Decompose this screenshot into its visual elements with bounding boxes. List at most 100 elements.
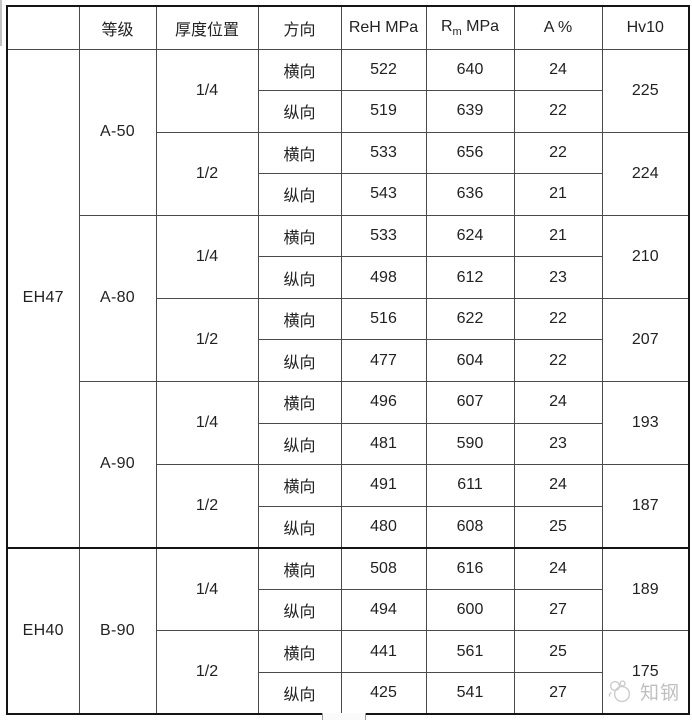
hv10-value-cell: 207 bbox=[601, 297, 690, 383]
hv10-value-cell: 225 bbox=[601, 48, 690, 133]
elongation-value-cell: 21 bbox=[513, 173, 603, 216]
elongation-value-cell: 24 bbox=[513, 381, 603, 424]
reh-value-cell: 519 bbox=[340, 90, 427, 133]
rm-value-cell: 541 bbox=[425, 671, 515, 715]
header-row: 等级 厚度位置 方向 ReH MPa Rm MPa A % Hv10 bbox=[6, 5, 690, 50]
direction-cell: 纵向 bbox=[257, 339, 342, 382]
table-row: 纵向 477 604 22 bbox=[7, 339, 689, 382]
grade-cell: A-80 bbox=[78, 214, 157, 383]
reh-value-cell: 491 bbox=[340, 464, 427, 507]
rm-value-cell: 640 bbox=[425, 48, 515, 92]
reh-value-cell: 480 bbox=[340, 505, 427, 549]
direction-cell: 横向 bbox=[257, 48, 342, 92]
direction-cell: 纵向 bbox=[257, 173, 342, 216]
table-row: 纵向 498 612 23 bbox=[7, 256, 689, 299]
rm-value-cell: 656 bbox=[425, 131, 515, 175]
elongation-value-cell: 22 bbox=[513, 297, 603, 341]
header-rm-base: R bbox=[440, 17, 453, 35]
header-rm: Rm MPa bbox=[425, 5, 515, 50]
header-elongation: A % bbox=[513, 5, 603, 50]
table-row: A-90 1/4 横向 496 607 24 193 bbox=[7, 380, 690, 549]
thickness-position-cell: 1/4 bbox=[155, 546, 259, 632]
rm-value-cell: 607 bbox=[425, 381, 515, 424]
direction-cell: 横向 bbox=[257, 214, 342, 258]
direction-cell: 横向 bbox=[257, 464, 342, 507]
table-row: 纵向 519 639 22 bbox=[7, 90, 689, 133]
grade-cell: A-50 bbox=[78, 48, 157, 216]
table-row: EH40 B-90 1/4 横向 508 616 24 189 bbox=[6, 546, 690, 715]
hv10-value-cell: 224 bbox=[601, 131, 690, 216]
thickness-position-cell: 1/2 bbox=[155, 131, 259, 216]
rm-value-cell: 622 bbox=[425, 297, 515, 341]
header-rm-subscript: m bbox=[452, 25, 462, 38]
direction-cell: 横向 bbox=[257, 131, 342, 175]
direction-cell: 纵向 bbox=[257, 671, 342, 715]
direction-cell: 横向 bbox=[257, 630, 342, 673]
header-direction: 方向 bbox=[257, 5, 342, 50]
header-thickness-position: 厚度位置 bbox=[155, 5, 259, 50]
thickness-position-cell: 1/4 bbox=[155, 48, 259, 133]
reh-value-cell: 522 bbox=[340, 48, 427, 92]
direction-cell: 横向 bbox=[257, 297, 342, 341]
rm-value-cell: 616 bbox=[425, 546, 515, 590]
rm-value-cell: 639 bbox=[425, 90, 515, 133]
reh-value-cell: 477 bbox=[340, 339, 427, 382]
cropped-element-artifact bbox=[322, 713, 366, 720]
direction-cell: 纵向 bbox=[257, 90, 342, 133]
direction-cell: 纵向 bbox=[257, 422, 342, 466]
table-row: 纵向 494 600 27 bbox=[7, 588, 689, 632]
rm-value-cell: 636 bbox=[425, 173, 515, 216]
header-rm-unit: MPa bbox=[461, 17, 500, 35]
elongation-value-cell: 24 bbox=[513, 48, 603, 92]
reh-value-cell: 533 bbox=[340, 214, 427, 258]
grade-cell: A-90 bbox=[78, 380, 157, 549]
hv10-value-cell: 193 bbox=[601, 380, 690, 466]
rm-value-cell: 624 bbox=[425, 214, 515, 258]
elongation-value-cell: 23 bbox=[513, 422, 603, 466]
thickness-position-cell: 1/4 bbox=[155, 214, 259, 299]
screenshot-edge-artifact bbox=[0, 0, 2, 46]
header-grade: 等级 bbox=[78, 5, 157, 50]
reh-value-cell: 543 bbox=[340, 173, 427, 216]
reh-value-cell: 425 bbox=[340, 671, 427, 715]
hv10-value-cell: 175 bbox=[601, 630, 690, 715]
rm-value-cell: 611 bbox=[425, 464, 515, 507]
reh-value-cell: 498 bbox=[340, 256, 427, 299]
direction-cell: 纵向 bbox=[257, 505, 342, 549]
reh-value-cell: 496 bbox=[340, 381, 427, 424]
direction-cell: 横向 bbox=[257, 546, 342, 590]
elongation-value-cell: 27 bbox=[513, 671, 603, 715]
thickness-position-cell: 1/4 bbox=[155, 380, 259, 466]
rm-value-cell: 561 bbox=[425, 630, 515, 673]
direction-cell: 纵向 bbox=[257, 256, 342, 299]
group-cell: EH40 bbox=[6, 546, 80, 715]
rm-value-cell: 600 bbox=[425, 588, 515, 632]
elongation-value-cell: 22 bbox=[513, 131, 603, 175]
reh-value-cell: 481 bbox=[340, 422, 427, 466]
elongation-value-cell: 27 bbox=[513, 588, 603, 632]
hv10-value-cell: 187 bbox=[601, 464, 690, 549]
hv10-value-cell: 189 bbox=[601, 546, 690, 632]
direction-cell: 纵向 bbox=[257, 588, 342, 632]
table-row: 1/2 横向 516 622 22 207 bbox=[7, 297, 690, 383]
grade-cell: B-90 bbox=[78, 546, 157, 715]
elongation-value-cell: 24 bbox=[513, 464, 603, 507]
direction-cell: 横向 bbox=[257, 381, 342, 424]
group-cell: EH47 bbox=[6, 48, 80, 549]
table-row: EH47 A-50 1/4 横向 522 640 24 225 bbox=[6, 48, 690, 549]
elongation-value-cell: 21 bbox=[513, 214, 603, 258]
elongation-value-cell: 24 bbox=[513, 546, 603, 590]
table-row: 1/2 横向 491 611 24 187 bbox=[7, 464, 690, 549]
reh-value-cell: 533 bbox=[340, 131, 427, 175]
rm-value-cell: 608 bbox=[425, 505, 515, 549]
thickness-position-cell: 1/2 bbox=[155, 297, 259, 383]
header-group bbox=[6, 5, 80, 50]
thickness-position-cell: 1/2 bbox=[155, 464, 259, 549]
rm-value-cell: 612 bbox=[425, 256, 515, 299]
table-row: A-80 1/4 横向 533 624 21 210 bbox=[7, 214, 690, 383]
elongation-value-cell: 25 bbox=[513, 505, 603, 549]
elongation-value-cell: 23 bbox=[513, 256, 603, 299]
thickness-position-cell: 1/2 bbox=[155, 630, 259, 715]
table-row: 纵向 425 541 27 bbox=[7, 671, 689, 715]
